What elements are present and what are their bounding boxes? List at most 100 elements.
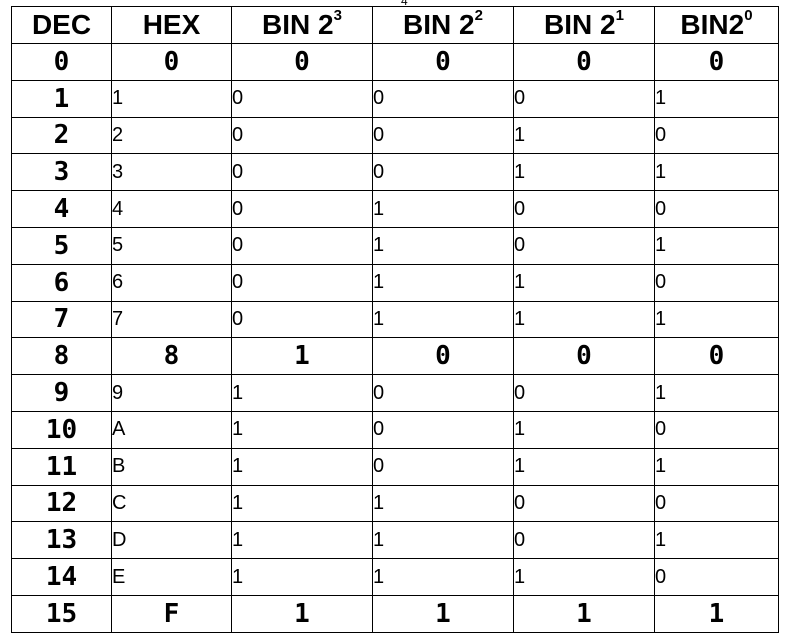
- hex-cell: 7: [111, 300, 232, 339]
- table-row: 11 B 1 0 1 1: [11, 447, 779, 486]
- bin-2-2-cell: 0: [372, 337, 514, 376]
- bin-2-3-cell: 0: [231, 190, 373, 228]
- bin-2-2-cell: 0: [372, 43, 514, 81]
- hex-cell: 2: [111, 116, 232, 155]
- bin-2-3-cell: 1: [231, 521, 373, 560]
- bin-2-1-cell: 1: [513, 153, 655, 192]
- bin-2-2-cell: 1: [372, 300, 514, 339]
- dec-cell: 5: [11, 226, 112, 265]
- bin-2-1-cell: 0: [513, 190, 655, 228]
- hex-cell: 9: [111, 374, 232, 412]
- hex-cell: C: [111, 484, 232, 523]
- bin-2-1-cell: 1: [513, 558, 655, 596]
- bin-2-1-cell: 0: [513, 226, 655, 265]
- table-row: 10 A 1 0 1 0: [11, 410, 779, 449]
- hex-cell: B: [111, 447, 232, 486]
- bin-2-3-cell: 1: [231, 410, 373, 449]
- dec-cell: 12: [11, 484, 112, 523]
- bin-2-2-cell: 1: [372, 484, 514, 523]
- dec-cell: 2: [11, 116, 112, 155]
- bin-2-1-cell: 1: [513, 410, 655, 449]
- hex-cell: 6: [111, 263, 232, 302]
- dec-cell: 3: [11, 153, 112, 192]
- dec-cell: 4: [11, 190, 112, 228]
- bin-2-0-cell: 0: [654, 410, 779, 449]
- bin-2-0-cell: 1: [654, 79, 779, 118]
- bin-2-2-cell: 1: [372, 263, 514, 302]
- header-dec: DEC: [11, 6, 112, 44]
- header-hex: HEX: [111, 6, 232, 44]
- dec-cell: 13: [11, 521, 112, 560]
- bin-2-0-cell: 1: [654, 374, 779, 412]
- hex-cell: A: [111, 410, 232, 449]
- bin-2-0-cell: 1: [654, 226, 779, 265]
- header-bin-2-1: BIN 21: [513, 6, 655, 44]
- bin-2-0-cell: 0: [654, 558, 779, 596]
- bin-2-3-cell: 1: [231, 447, 373, 486]
- dec-cell: 9: [11, 374, 112, 412]
- bin-2-0-cell: 0: [654, 263, 779, 302]
- bin-2-1-cell: 0: [513, 374, 655, 412]
- bin-2-2-cell: 0: [372, 447, 514, 486]
- dec-cell: 8: [11, 337, 112, 376]
- hex-cell: 3: [111, 153, 232, 192]
- bin-2-0-cell: 0: [654, 190, 779, 228]
- dec-cell: 0: [11, 43, 112, 81]
- bin-2-2-cell: 1: [372, 594, 514, 633]
- dec-cell: 6: [11, 263, 112, 302]
- bin-2-0-cell: 0: [654, 43, 779, 81]
- bin-2-3-cell: 0: [231, 79, 373, 118]
- bin-2-0-cell: 1: [654, 447, 779, 486]
- bin-2-2-cell: 0: [372, 153, 514, 192]
- bin-2-0-cell: 1: [654, 594, 779, 633]
- bin-2-0-cell: 0: [654, 337, 779, 376]
- table-row: 12 C 1 1 0 0: [11, 484, 779, 523]
- bin-2-1-cell: 1: [513, 300, 655, 339]
- hex-cell: 0: [111, 43, 232, 81]
- bin-2-3-cell: 0: [231, 300, 373, 339]
- bin-2-1-cell: 1: [513, 447, 655, 486]
- hex-cell: 5: [111, 226, 232, 265]
- bin-2-1-cell: 0: [513, 337, 655, 376]
- hex-cell: D: [111, 521, 232, 560]
- bin-2-3-cell: 0: [231, 263, 373, 302]
- bin-2-2-cell: 0: [372, 410, 514, 449]
- bin-2-1-cell: 0: [513, 79, 655, 118]
- hex-cell: 1: [111, 79, 232, 118]
- stray-mark: 4: [401, 0, 408, 8]
- table-row: 14 E 1 1 1 0: [11, 558, 779, 596]
- dec-cell: 15: [11, 594, 112, 633]
- dec-cell: 7: [11, 300, 112, 339]
- bin-2-3-cell: 1: [231, 594, 373, 633]
- hex-cell: E: [111, 558, 232, 596]
- bin-2-0-cell: 1: [654, 521, 779, 560]
- bin-2-0-cell: 0: [654, 116, 779, 155]
- bin-2-3-cell: 0: [231, 43, 373, 81]
- bin-2-3-cell: 1: [231, 558, 373, 596]
- hex-cell: 8: [111, 337, 232, 376]
- bin-2-2-cell: 1: [372, 190, 514, 228]
- bin-2-3-cell: 0: [231, 116, 373, 155]
- header-row: DEC HEX BIN 23 BIN 22 BIN 21 BIN20: [11, 6, 779, 44]
- bin-2-1-cell: 1: [513, 116, 655, 155]
- table-row: 13 D 1 1 0 1: [11, 521, 779, 560]
- dec-cell: 10: [11, 410, 112, 449]
- bin-2-2-cell: 1: [372, 226, 514, 265]
- dec-cell: 14: [11, 558, 112, 596]
- bin-2-1-cell: 0: [513, 484, 655, 523]
- bin-2-2-cell: 1: [372, 558, 514, 596]
- dec-cell: 11: [11, 447, 112, 486]
- bin-2-2-cell: 1: [372, 521, 514, 560]
- bin-2-0-cell: 0: [654, 484, 779, 523]
- hex-cell: F: [111, 594, 232, 633]
- bin-2-1-cell: 1: [513, 263, 655, 302]
